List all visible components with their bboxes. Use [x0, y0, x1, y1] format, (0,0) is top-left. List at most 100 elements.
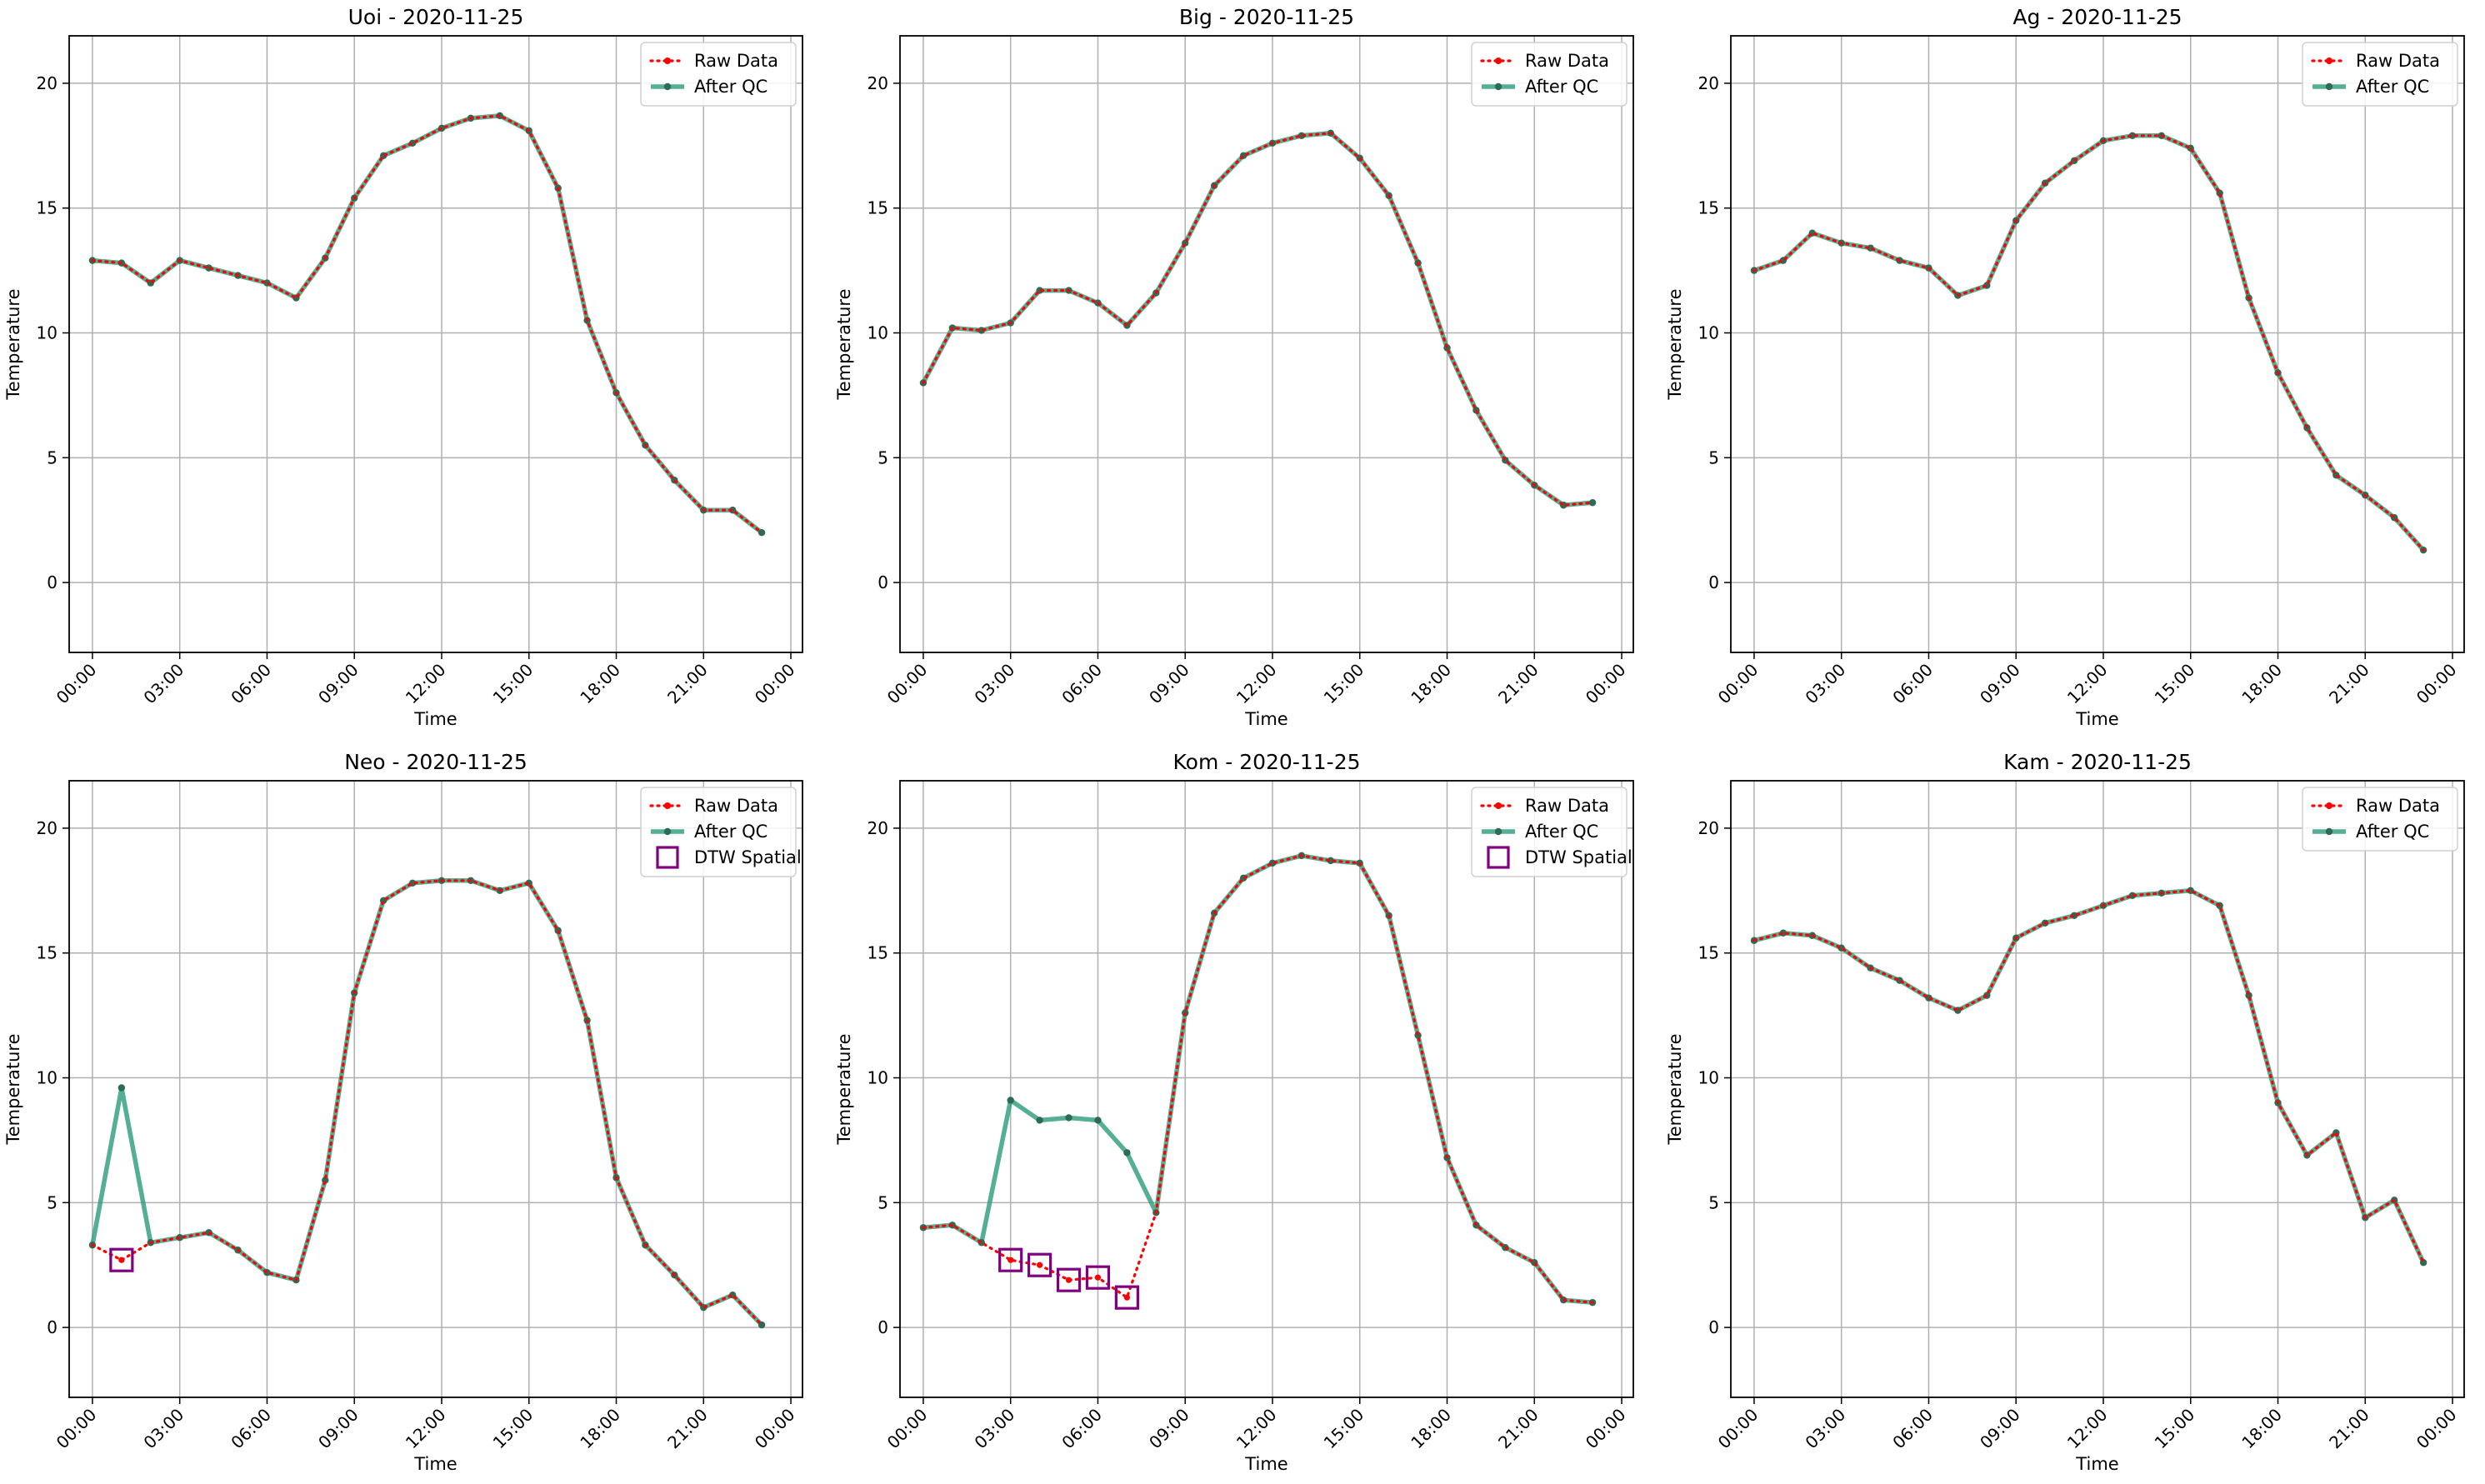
x-tick-label: 03:00 — [971, 1405, 1019, 1453]
after-qc-point — [758, 1321, 766, 1329]
y-tick-label: 20 — [1698, 73, 1719, 93]
x-tick-label: 21:00 — [1494, 1405, 1542, 1453]
legend-marker-raw-data — [2326, 802, 2332, 809]
raw-data-point — [1065, 1277, 1072, 1283]
subplot-0: Uoi - 2020-11-25 0 5 10 15 20 00:00 03:00 06:00 0… — [3, 5, 803, 729]
x-tick-label: 03:00 — [140, 660, 188, 708]
x-tick-label: 21:00 — [663, 1405, 712, 1453]
x-tick-label: 18:00 — [576, 660, 624, 708]
y-axis-label: Temperature — [3, 288, 23, 400]
y-tick-label: 10 — [868, 323, 888, 343]
series-line-after-qc — [90, 878, 764, 1327]
y-tick-label: 10 — [1698, 323, 1719, 343]
axes-frame — [899, 35, 1634, 653]
legend-label: Raw Data — [1525, 796, 1609, 816]
series-line-after-qc — [1753, 133, 2426, 552]
legend-label: After QC — [2356, 822, 2429, 842]
x-axis-label: Time — [413, 709, 457, 729]
axes-frame — [68, 35, 803, 653]
after-qc-point — [1123, 1149, 1131, 1157]
x-tick-label: 15:00 — [1320, 660, 1368, 708]
y-tick-label: 10 — [37, 1068, 58, 1088]
y-tick-label: 5 — [47, 1192, 58, 1212]
y-tick-label: 5 — [878, 1192, 888, 1212]
x-tick-label: 18:00 — [576, 1405, 624, 1453]
x-tick-label: 00:00 — [2412, 1405, 2461, 1453]
legend-marker-after-qc — [1494, 82, 1502, 91]
legend-label: Raw Data — [2356, 796, 2440, 816]
y-tick-label: 20 — [1698, 818, 1719, 838]
legend: Raw Data After QC — [2302, 787, 2458, 852]
y-axis-label: Temperature — [1665, 1033, 1685, 1145]
y-tick-label: 20 — [868, 818, 888, 838]
x-tick-label: 00:00 — [1582, 660, 1630, 708]
dtw-spatial-marker — [1028, 1252, 1052, 1277]
x-tick-label: 15:00 — [2151, 1405, 2199, 1453]
x-tick-label: 00:00 — [52, 1405, 101, 1453]
axes-frame — [1730, 780, 2465, 1398]
x-tick-label: 00:00 — [883, 1405, 932, 1453]
x-tick-label: 03:00 — [1802, 660, 1850, 708]
y-tick-label: 15 — [1698, 198, 1719, 218]
subplot-4: Kom - 2020-11-25 0 5 10 15 20 00:00 03:00 06:00 0… — [834, 750, 1634, 1474]
raw-data-point — [1123, 1294, 1130, 1301]
y-tick-label: 15 — [1698, 943, 1719, 963]
x-tick-label: 15:00 — [2151, 660, 2199, 708]
legend-label: Raw Data — [694, 51, 778, 71]
legend-label: After QC — [2356, 77, 2429, 97]
series-line-raw-data — [922, 132, 1594, 507]
after-qc-point — [1065, 1114, 1072, 1122]
x-tick-label: 00:00 — [2412, 660, 2461, 708]
legend: Raw Data After QC — [640, 42, 797, 107]
x-tick-label: 09:00 — [1145, 660, 1193, 708]
dtw-spatial-marker — [1085, 1265, 1111, 1290]
legend-marker-raw-data — [1495, 802, 1502, 809]
x-tick-label: 18:00 — [2238, 660, 2286, 708]
x-tick-label: 21:00 — [2325, 660, 2373, 708]
subplot-title: Ag - 2020-11-25 — [2012, 5, 2182, 29]
x-tick-label: 12:00 — [2063, 1405, 2112, 1453]
y-tick-label: 0 — [878, 572, 888, 592]
x-tick-label: 18:00 — [1407, 1405, 1455, 1453]
legend-label: Raw Data — [694, 796, 778, 816]
y-tick-label: 20 — [868, 73, 888, 93]
x-tick-label: 06:00 — [1058, 1405, 1106, 1453]
legend-box — [640, 42, 797, 107]
legend: Raw Data After QC — [2302, 42, 2458, 107]
x-tick-label: 21:00 — [2325, 1405, 2373, 1453]
x-tick-label: 06:00 — [1058, 660, 1106, 708]
subplot-title: Big - 2020-11-25 — [1179, 5, 1354, 29]
x-axis-label: Time — [1244, 709, 1288, 729]
raw-data-point — [118, 1257, 125, 1263]
subplot-title: Uoi - 2020-11-25 — [348, 5, 524, 29]
x-tick-label: 15:00 — [489, 1405, 538, 1453]
legend-label: After QC — [1525, 77, 1598, 97]
x-tick-label: 00:00 — [52, 660, 101, 708]
dtw-spatial-marker — [1056, 1267, 1082, 1292]
x-tick-label: 12:00 — [402, 1405, 450, 1453]
after-qc-point — [758, 528, 766, 537]
y-tick-label: 0 — [878, 1317, 888, 1337]
series-line-after-qc — [92, 113, 763, 535]
y-tick-label: 15 — [868, 943, 888, 963]
legend-box — [1471, 787, 1628, 877]
after-qc-point — [1588, 499, 1597, 507]
legend-label: DTW Spatial — [1525, 847, 1632, 867]
x-tick-label: 15:00 — [489, 660, 538, 708]
y-tick-label: 5 — [1708, 1192, 1719, 1212]
y-tick-label: 15 — [37, 943, 58, 963]
legend-marker-after-qc — [2325, 82, 2333, 91]
legend-swatch-dtw-spatial — [1487, 846, 1510, 869]
raw-data-point — [1094, 1274, 1102, 1281]
y-tick-label: 0 — [1708, 1317, 1719, 1337]
after-qc-point — [1327, 857, 1335, 865]
legend-label: After QC — [694, 77, 768, 97]
after-qc-point — [1094, 1117, 1102, 1124]
x-tick-label: 21:00 — [663, 660, 712, 708]
raw-data-point — [1037, 1262, 1043, 1268]
subplot-title: Neo - 2020-11-25 — [344, 750, 528, 774]
legend-label: After QC — [694, 822, 768, 842]
legend-label: After QC — [1525, 822, 1598, 842]
x-axis-label: Time — [2075, 1454, 2118, 1474]
legend-label: DTW Spatial — [694, 847, 802, 867]
